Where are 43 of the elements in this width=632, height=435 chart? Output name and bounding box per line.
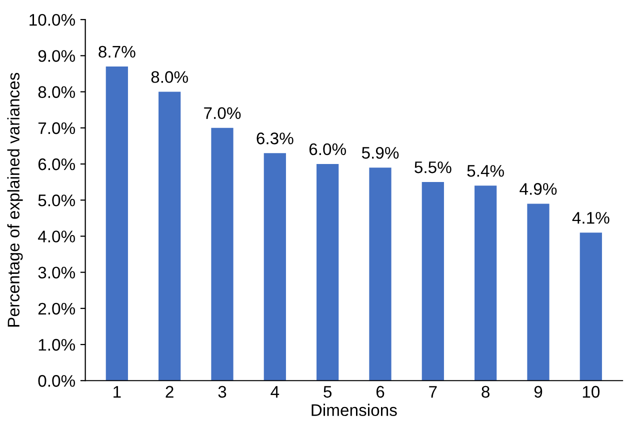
data-label: 4.9% — [520, 183, 557, 195]
bar — [527, 204, 550, 381]
y-tick-label: 3.0% — [38, 266, 76, 279]
bar — [580, 232, 602, 381]
x-tick-label: 4 — [270, 386, 280, 398]
bar — [106, 66, 128, 381]
x-tick-label: 7 — [429, 386, 437, 398]
y-tick-label: 7.0% — [38, 122, 76, 134]
x-tick-label: 2 — [166, 386, 174, 398]
x-tick-label: 1 — [114, 386, 121, 398]
data-label: 4.1% — [572, 212, 610, 224]
y-tick-label: 9.0% — [38, 50, 76, 62]
bar — [211, 128, 234, 381]
data-label: 5.9% — [362, 146, 399, 159]
bar — [264, 153, 286, 381]
x-tick-label: 9 — [534, 386, 542, 398]
data-label: 6.0% — [309, 143, 346, 156]
y-tick-label: 1.0% — [38, 338, 76, 351]
x-tick-label: 10 — [582, 386, 600, 398]
y-tick-label: 0.0% — [38, 375, 76, 387]
bar — [316, 164, 339, 381]
bar — [158, 92, 181, 381]
bar — [422, 182, 444, 381]
y-tick-label: 8.0% — [38, 86, 76, 98]
data-label: 8.7% — [98, 46, 136, 58]
x-tick-label: 3 — [218, 386, 226, 398]
y-tick-label: 10.0% — [30, 14, 76, 26]
y-axis-title: Percentage of explained variances — [7, 72, 23, 327]
bar — [369, 168, 392, 381]
y-tick-label: 4.0% — [38, 230, 76, 242]
data-label: 6.3% — [256, 132, 294, 144]
x-axis-title: Dimensions — [312, 404, 397, 416]
y-tick-label: 2.0% — [38, 302, 76, 315]
data-label: 5.5% — [414, 161, 452, 174]
y-tick-label: 5.0% — [38, 194, 76, 206]
x-tick-label: 8 — [482, 386, 490, 398]
x-tick-label: 6 — [376, 386, 384, 398]
x-tick-label: 5 — [324, 386, 332, 398]
data-label: 5.4% — [467, 165, 504, 177]
y-tick-label: 6.0% — [38, 158, 76, 170]
data-label: 8.0% — [151, 71, 188, 83]
bar — [474, 186, 497, 381]
data-label: 7.0% — [204, 107, 241, 120]
